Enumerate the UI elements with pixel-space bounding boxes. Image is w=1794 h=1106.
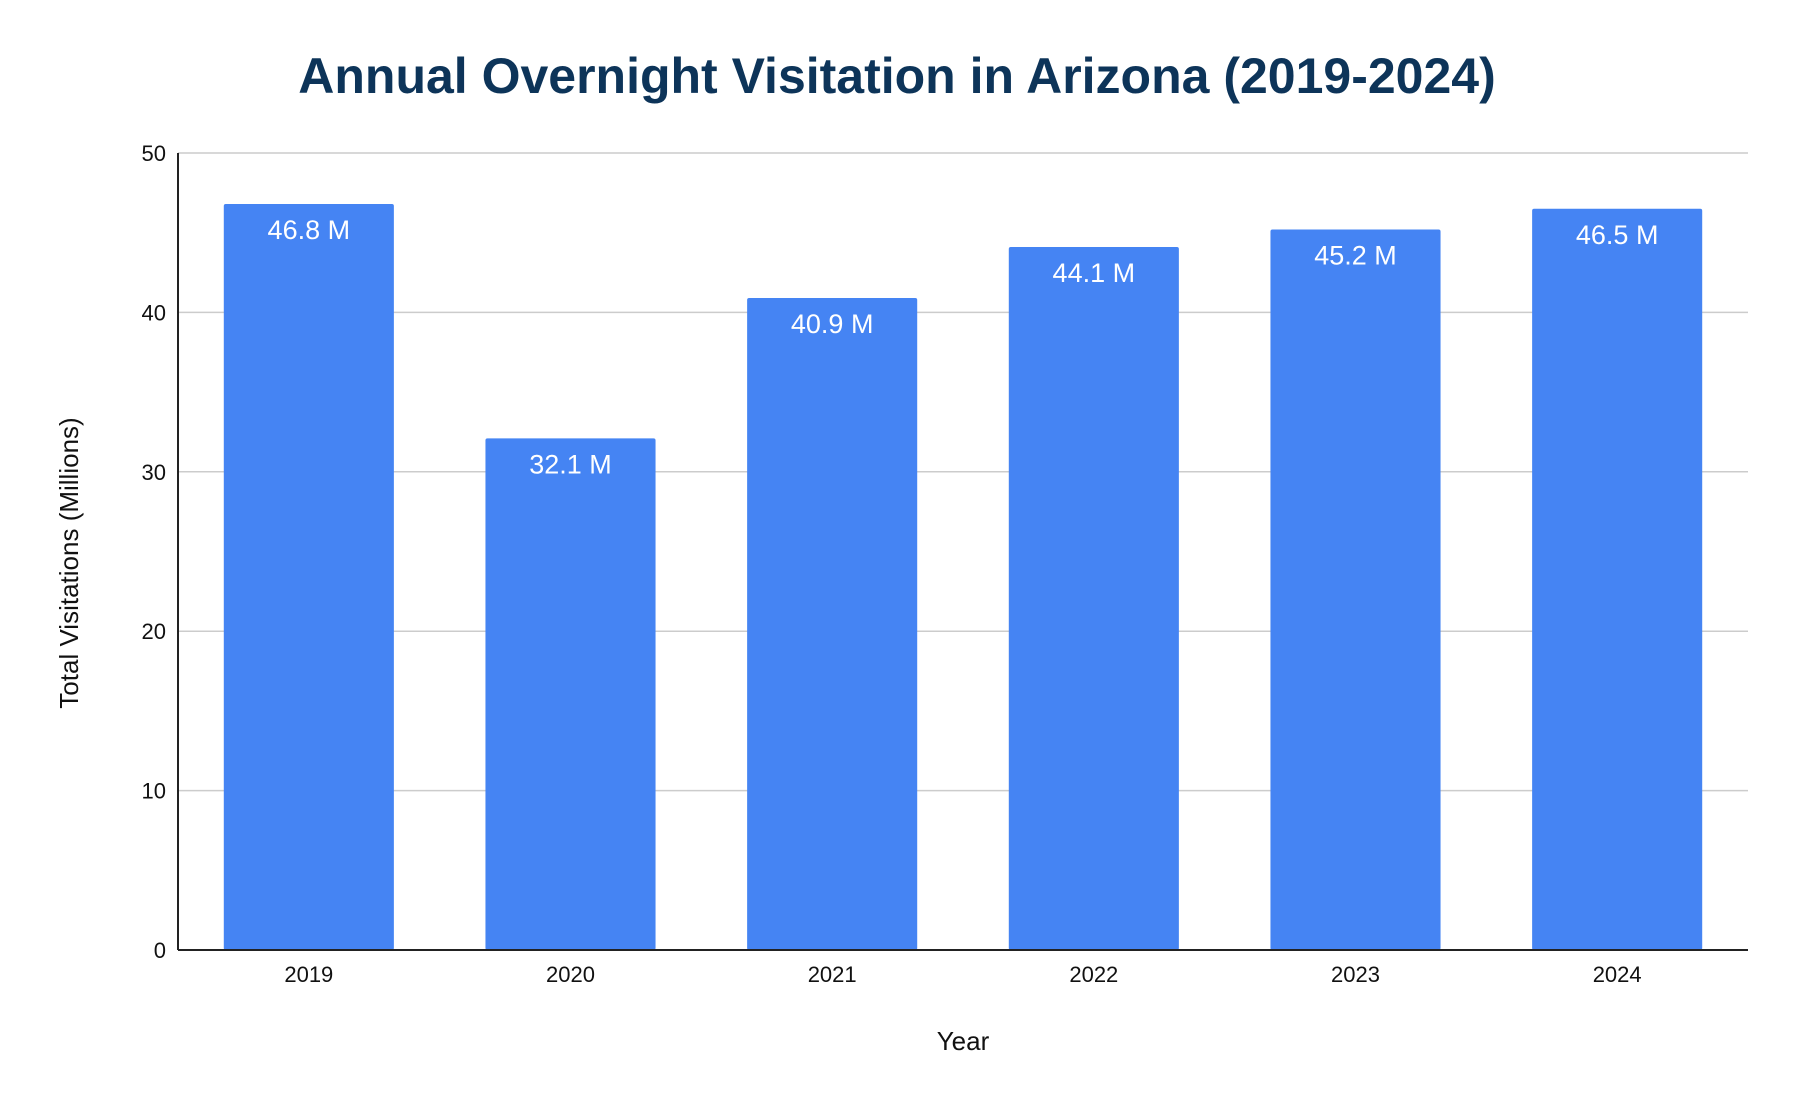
y-tick-label: 40 <box>142 300 166 325</box>
data-labels: 46.8 M 32.1 M 40.9 M 44.1 M 45.2 M 46.5 M <box>268 215 1659 479</box>
y-tick-label: 30 <box>142 460 166 485</box>
bars <box>223 204 1703 951</box>
bar <box>223 204 394 950</box>
x-tick-label: 2019 <box>284 962 333 987</box>
bar-value-label: 46.5 M <box>1576 220 1659 250</box>
bar <box>485 438 656 950</box>
y-axis-title: Total Visitations (Millions) <box>54 417 84 708</box>
bar-value-label: 40.9 M <box>791 309 874 339</box>
x-tick-label: 2024 <box>1593 962 1642 987</box>
x-tick-labels: 2019 2020 2021 2022 2023 2024 <box>284 962 1641 987</box>
bar-value-label: 46.8 M <box>268 215 351 245</box>
bar-value-label: 32.1 M <box>529 449 612 479</box>
bar-value-label: 45.2 M <box>1314 241 1397 271</box>
y-tick-label: 10 <box>142 779 166 804</box>
bar <box>1008 247 1179 950</box>
bar <box>1270 229 1441 951</box>
chart-title: Annual Overnight Visitation in Arizona (… <box>298 48 1496 104</box>
gridlines <box>178 152 1748 792</box>
y-tick-labels: 0 10 20 30 40 50 <box>142 141 166 963</box>
x-tick-label: 2020 <box>546 962 595 987</box>
bar-value-label: 44.1 M <box>1053 258 1136 288</box>
y-tick-label: 50 <box>142 141 166 166</box>
bar <box>1532 208 1703 951</box>
y-tick-label: 20 <box>142 619 166 644</box>
bar <box>747 298 918 951</box>
y-tick-label: 0 <box>154 938 166 963</box>
x-axis-title: Year <box>937 1026 990 1056</box>
x-tick-label: 2023 <box>1331 962 1380 987</box>
x-tick-label: 2021 <box>808 962 857 987</box>
x-tick-label: 2022 <box>1069 962 1118 987</box>
